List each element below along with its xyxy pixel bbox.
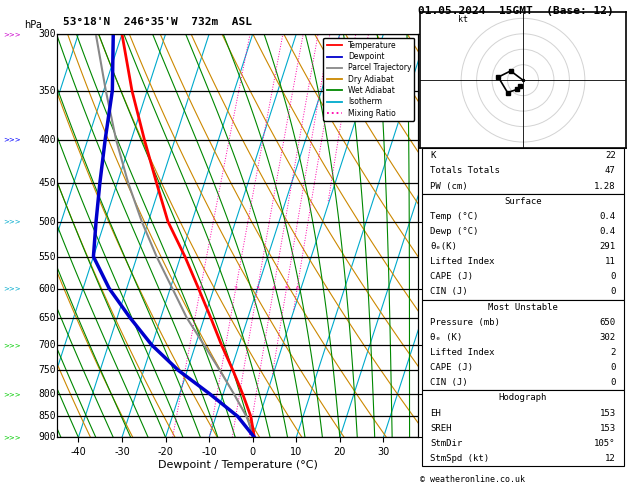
Text: 0: 0 <box>610 272 616 281</box>
Text: CAPE (J): CAPE (J) <box>430 363 474 372</box>
Text: 2: 2 <box>610 348 616 357</box>
Text: 850: 850 <box>38 412 56 421</box>
Text: CIN (J): CIN (J) <box>430 378 468 387</box>
Text: θₑ(K): θₑ(K) <box>430 242 457 251</box>
Text: >>>: >>> <box>3 219 21 225</box>
Text: 153: 153 <box>599 424 616 433</box>
FancyBboxPatch shape <box>422 390 624 466</box>
Text: EH: EH <box>430 409 441 417</box>
Text: 0: 0 <box>610 363 616 372</box>
Text: 600: 600 <box>38 283 56 294</box>
Legend: Temperature, Dewpoint, Parcel Trajectory, Dry Adiabat, Wet Adiabat, Isotherm, Mi: Temperature, Dewpoint, Parcel Trajectory… <box>323 38 415 121</box>
Text: 11: 11 <box>605 257 616 266</box>
Text: >>>: >>> <box>3 137 21 143</box>
Text: 400: 400 <box>38 135 56 145</box>
Text: Most Unstable: Most Unstable <box>488 303 558 312</box>
Text: 500: 500 <box>38 217 56 226</box>
X-axis label: Dewpoint / Temperature (°C): Dewpoint / Temperature (°C) <box>157 460 318 470</box>
Text: Lifted Index: Lifted Index <box>430 348 495 357</box>
Text: 5: 5 <box>284 286 288 291</box>
Text: 0.4: 0.4 <box>599 227 616 236</box>
Text: 800: 800 <box>38 389 56 399</box>
Text: Surface: Surface <box>504 197 542 206</box>
Text: 53°18'N  246°35'W  732m  ASL: 53°18'N 246°35'W 732m ASL <box>63 17 252 27</box>
Text: 47: 47 <box>605 166 616 175</box>
Text: StmDir: StmDir <box>430 439 463 448</box>
Text: StmSpd (kt): StmSpd (kt) <box>430 454 489 463</box>
Text: 2: 2 <box>234 286 238 291</box>
Text: 153: 153 <box>599 409 616 417</box>
Y-axis label: Mixing Ratio (g/kg): Mixing Ratio (g/kg) <box>437 190 447 282</box>
Text: 12: 12 <box>605 454 616 463</box>
Text: K: K <box>430 151 436 160</box>
Text: Dewp (°C): Dewp (°C) <box>430 227 479 236</box>
Text: 291: 291 <box>599 242 616 251</box>
Text: >>>: >>> <box>3 342 21 348</box>
Text: θₑ (K): θₑ (K) <box>430 333 463 342</box>
Text: 300: 300 <box>38 29 56 39</box>
Text: 650: 650 <box>38 313 56 323</box>
Text: 350: 350 <box>38 86 56 96</box>
Text: >>>: >>> <box>3 391 21 397</box>
Text: >>>: >>> <box>3 31 21 37</box>
Text: 650: 650 <box>599 318 616 327</box>
Text: Temp (°C): Temp (°C) <box>430 212 479 221</box>
Text: SREH: SREH <box>430 424 452 433</box>
Text: 22: 22 <box>605 151 616 160</box>
Text: 550: 550 <box>38 252 56 261</box>
Text: LCL: LCL <box>422 438 440 448</box>
Text: km
ASL: km ASL <box>422 11 438 30</box>
FancyBboxPatch shape <box>422 193 624 299</box>
Text: kt: kt <box>458 15 468 24</box>
Text: hPa: hPa <box>24 20 42 30</box>
Text: 3: 3 <box>255 286 260 291</box>
Text: PW (cm): PW (cm) <box>430 182 468 191</box>
Text: Pressure (mb): Pressure (mb) <box>430 318 500 327</box>
Text: 0: 0 <box>610 288 616 296</box>
Text: >>>: >>> <box>3 434 21 440</box>
Text: 0: 0 <box>610 378 616 387</box>
Text: 302: 302 <box>599 333 616 342</box>
Text: 1: 1 <box>199 286 203 291</box>
FancyBboxPatch shape <box>422 148 624 193</box>
Text: 0.4: 0.4 <box>599 212 616 221</box>
Text: 4: 4 <box>272 286 276 291</box>
Text: 105°: 105° <box>594 439 616 448</box>
Text: 900: 900 <box>38 433 56 442</box>
Text: 1.28: 1.28 <box>594 182 616 191</box>
Text: >>>: >>> <box>3 285 21 292</box>
Text: 450: 450 <box>38 178 56 188</box>
Text: 6: 6 <box>295 286 299 291</box>
Text: 01.05.2024  15GMT  (Base: 12): 01.05.2024 15GMT (Base: 12) <box>418 6 614 16</box>
Text: 700: 700 <box>38 340 56 350</box>
Text: Totals Totals: Totals Totals <box>430 166 500 175</box>
Text: 750: 750 <box>38 365 56 376</box>
Text: CIN (J): CIN (J) <box>430 288 468 296</box>
Text: Lifted Index: Lifted Index <box>430 257 495 266</box>
Text: © weatheronline.co.uk: © weatheronline.co.uk <box>420 474 525 484</box>
FancyBboxPatch shape <box>422 299 624 390</box>
Text: Hodograph: Hodograph <box>499 393 547 402</box>
Text: CAPE (J): CAPE (J) <box>430 272 474 281</box>
